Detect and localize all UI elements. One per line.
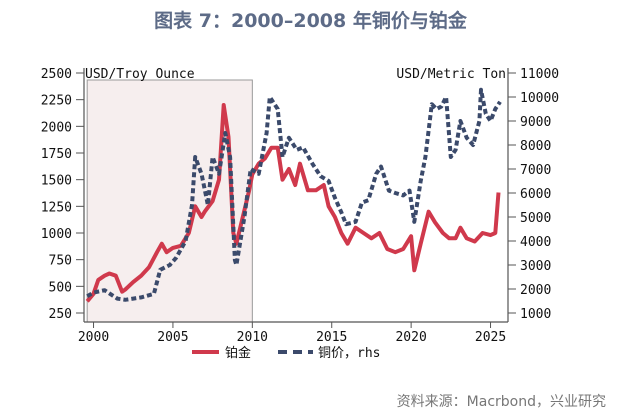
right-tick-label: 7000 (520, 163, 551, 178)
legend-label-platinum: 铂金 (225, 345, 251, 361)
x-tick-label: 2025 (475, 330, 506, 345)
left-tick-label: 1250 (41, 200, 72, 215)
left-tick-label: 1750 (41, 147, 72, 162)
left-tick-label: 500 (49, 280, 72, 295)
shaded-period (86, 79, 253, 323)
x-tick-label: 2010 (237, 330, 268, 345)
left-tick-label: 2000 (41, 120, 72, 135)
right-tick-label: 6000 (520, 187, 551, 202)
left-tick-label: 250 (49, 307, 72, 322)
x-tick-label: 2005 (157, 330, 188, 345)
left-axis-label: USD/Troy Ounce (85, 67, 195, 82)
right-tick-label: 3000 (520, 259, 551, 274)
chart-title: 图表 7：2000–2008 年铜价与铂金 (154, 10, 467, 32)
left-tick-label: 2500 (41, 67, 72, 82)
series-line-platinum (85, 103, 501, 303)
right-tick-label: 1000 (520, 307, 551, 322)
x-tick-label: 2020 (395, 330, 426, 345)
legend-label-copper: 铜价，rhs (318, 346, 380, 361)
right-tick-label: 10000 (520, 91, 559, 106)
right-tick-label: 8000 (520, 139, 551, 154)
right-tick-label: 9000 (520, 115, 551, 130)
left-tick-label: 750 (49, 254, 72, 269)
right-tick-label: 2000 (520, 283, 551, 298)
source-note: 资料来源：Macrbond，兴业研究 (396, 394, 606, 410)
right-axis-label: USD/Metric Ton (396, 67, 506, 82)
right-tick-label: 5000 (520, 211, 551, 226)
left-tick-label: 1000 (41, 227, 72, 242)
right-tick-label: 4000 (520, 235, 551, 250)
right-tick-label: 11000 (520, 67, 559, 82)
left-tick-label: 2250 (41, 94, 72, 109)
x-tick-label: 2015 (316, 330, 347, 345)
series-line-copper (86, 87, 502, 302)
left-tick-label: 1500 (41, 174, 72, 189)
x-tick-label: 2000 (78, 330, 109, 345)
